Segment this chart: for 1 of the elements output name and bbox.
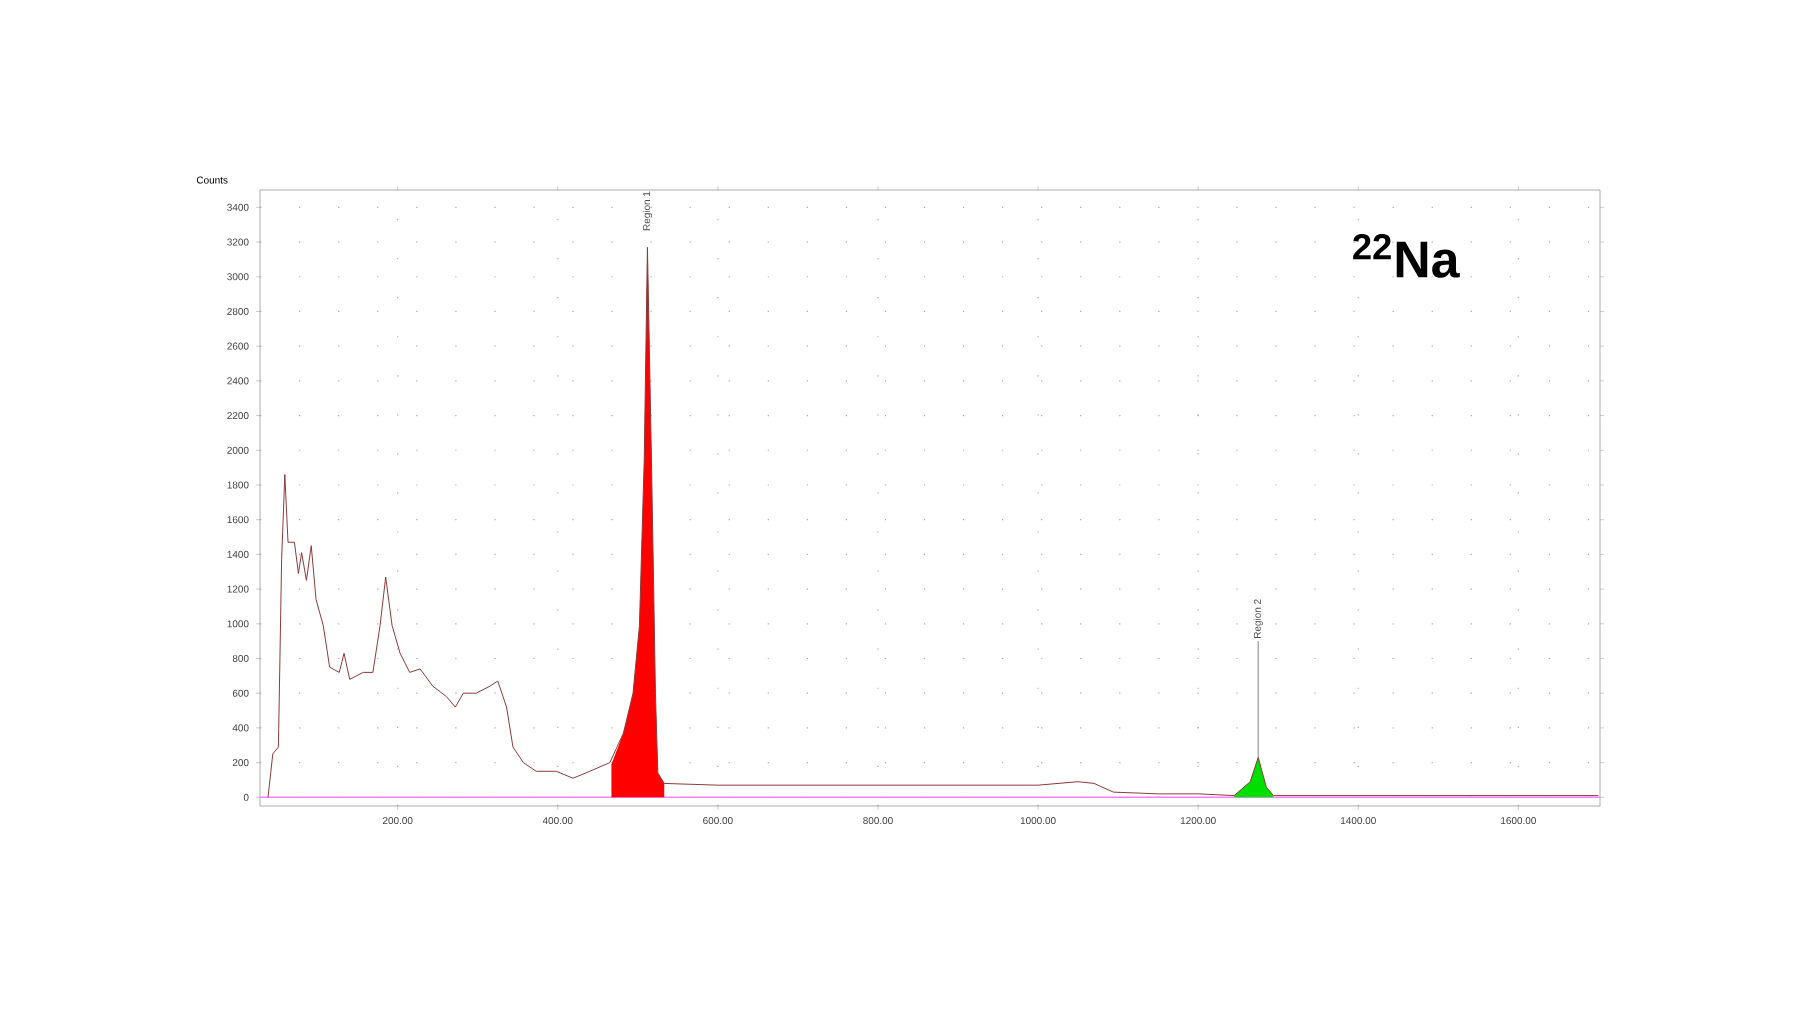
text: $^{22}$Na: [1353, 233, 1460, 278]
